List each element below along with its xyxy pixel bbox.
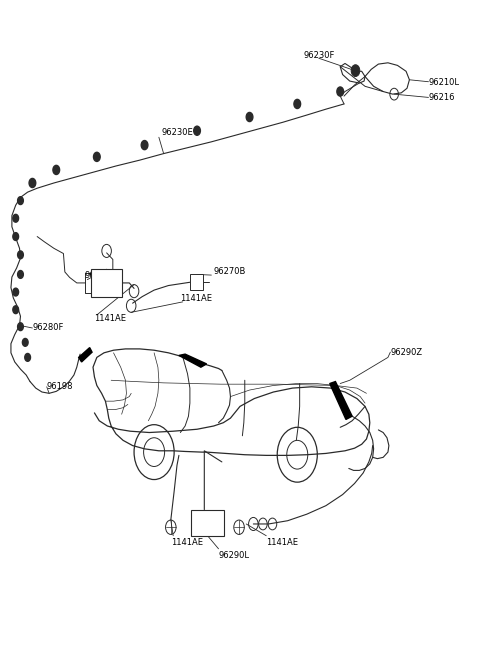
- Text: 96290Z: 96290Z: [390, 348, 422, 358]
- Circle shape: [337, 87, 344, 96]
- Text: 96280F: 96280F: [33, 323, 64, 333]
- Circle shape: [194, 126, 200, 135]
- Text: 96198: 96198: [47, 382, 73, 391]
- Circle shape: [29, 178, 36, 188]
- FancyBboxPatch shape: [192, 510, 224, 536]
- Polygon shape: [179, 354, 206, 367]
- Text: 1141AE: 1141AE: [180, 294, 212, 303]
- Circle shape: [18, 197, 24, 205]
- FancyBboxPatch shape: [190, 274, 203, 290]
- Circle shape: [25, 354, 31, 361]
- Text: 96290L: 96290L: [218, 551, 250, 560]
- Text: 1141AE: 1141AE: [266, 538, 298, 546]
- Text: 1141AE: 1141AE: [95, 314, 126, 323]
- Circle shape: [18, 323, 24, 331]
- Circle shape: [13, 215, 19, 222]
- Text: 96290R: 96290R: [85, 271, 117, 280]
- FancyBboxPatch shape: [91, 269, 122, 297]
- Circle shape: [13, 233, 19, 241]
- Circle shape: [351, 65, 360, 77]
- Circle shape: [53, 165, 60, 174]
- Circle shape: [18, 251, 24, 258]
- Circle shape: [23, 338, 28, 346]
- Circle shape: [94, 152, 100, 161]
- Text: 1141AE: 1141AE: [171, 538, 203, 546]
- Polygon shape: [79, 348, 92, 362]
- Text: 96210L: 96210L: [429, 78, 459, 87]
- Circle shape: [141, 140, 148, 150]
- Circle shape: [13, 288, 19, 296]
- Text: 96216: 96216: [429, 93, 455, 102]
- Circle shape: [18, 270, 24, 278]
- Text: 96270B: 96270B: [214, 267, 246, 276]
- Circle shape: [294, 99, 300, 108]
- Circle shape: [246, 112, 253, 121]
- Text: 96230F: 96230F: [303, 51, 335, 60]
- Polygon shape: [330, 382, 352, 419]
- Text: 96230E: 96230E: [161, 127, 193, 136]
- Circle shape: [13, 306, 19, 314]
